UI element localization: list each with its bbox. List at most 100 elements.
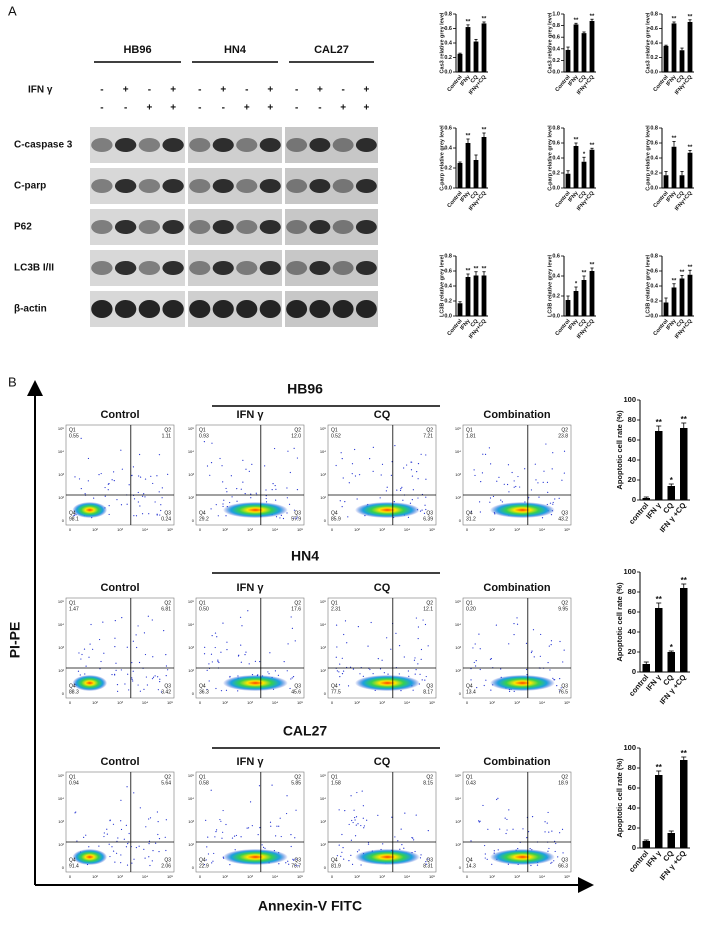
event-dot — [534, 463, 536, 465]
event-dot — [528, 496, 530, 498]
y-axis-label: Apoptotic cell rate (%) — [615, 758, 624, 838]
event-dot — [262, 846, 265, 849]
event-dot — [100, 472, 102, 475]
event-dot — [548, 831, 550, 833]
blot-band — [189, 261, 211, 275]
significance: ** — [681, 415, 688, 424]
event-dot — [499, 828, 501, 830]
bar — [581, 161, 587, 188]
event-dot — [211, 442, 213, 444]
event-dot — [525, 668, 528, 671]
y-tick-label: 0.6 — [552, 253, 560, 259]
y-tick-label: 10⁵ — [320, 773, 326, 778]
quadrant-value: 45.6 — [291, 689, 301, 695]
event-dot — [152, 656, 154, 658]
event-dot — [410, 469, 413, 471]
event-dot — [160, 509, 162, 512]
event-dot — [383, 672, 385, 674]
event-dot — [356, 851, 359, 853]
event-dot — [420, 658, 422, 660]
event-dot — [369, 668, 371, 671]
event-dot — [206, 846, 208, 848]
event-dot — [276, 825, 278, 827]
event-dot — [120, 828, 123, 831]
event-dot — [512, 828, 514, 830]
x-tick-label: IFN γ — [644, 848, 663, 868]
event-dot — [136, 646, 138, 649]
y-tick-label: 0 — [459, 691, 462, 696]
y-tick-label: 10³ — [188, 472, 194, 477]
event-dot — [551, 861, 553, 863]
quadrant-value: 5.64 — [161, 780, 171, 786]
quadrant-value: 0.93 — [199, 433, 209, 439]
blot-band — [286, 261, 308, 275]
event-dot — [420, 453, 422, 455]
event-dot — [516, 623, 519, 625]
event-dot — [265, 501, 268, 503]
quadrant-value: 0.50 — [199, 606, 209, 612]
cell-line-label: HB96 — [123, 44, 151, 56]
event-dot — [294, 837, 296, 839]
x-tick-label: 0 — [331, 874, 334, 879]
event-dot — [350, 854, 352, 857]
event-dot — [137, 684, 139, 686]
quadrant-value: 77.5 — [331, 689, 341, 695]
event-dot — [206, 669, 208, 671]
event-dot — [120, 799, 122, 801]
quadrant-value: 0.20 — [466, 606, 476, 612]
y-tick-label: 0.0 — [552, 185, 560, 191]
y-tick-label: 10⁴ — [320, 622, 326, 627]
y-tick-label: 10⁵ — [455, 426, 461, 431]
event-dot — [339, 676, 341, 678]
event-dot — [104, 486, 106, 489]
event-dot — [540, 633, 542, 636]
event-dot — [242, 481, 244, 483]
event-dot — [222, 481, 224, 483]
y-axis-label: C-parp relative grey level — [439, 125, 445, 191]
event-dot — [138, 661, 141, 664]
bar — [589, 149, 595, 188]
bar — [667, 833, 675, 848]
y-tick-label: 0.0 — [650, 185, 658, 191]
event-dot — [211, 661, 213, 663]
bar — [457, 163, 463, 188]
blot-band — [332, 300, 354, 318]
y-tick-label: 40 — [628, 803, 636, 812]
y-tick-label: 80 — [628, 587, 636, 596]
event-dot — [382, 843, 384, 845]
density-cloud — [355, 675, 420, 691]
event-dot — [103, 652, 105, 654]
event-dot — [547, 850, 549, 852]
event-dot — [549, 502, 552, 504]
event-dot — [408, 675, 410, 677]
event-dot — [341, 833, 343, 836]
quadrant-name: Q3 — [561, 510, 568, 516]
event-dot — [412, 689, 414, 691]
event-dot — [355, 824, 357, 826]
event-dot — [165, 665, 168, 667]
y-tick-label: 10⁵ — [58, 426, 64, 431]
y-tick-label: 10⁴ — [320, 449, 326, 454]
event-dot — [550, 514, 553, 516]
event-dot — [286, 512, 288, 514]
quadrant-name: Q2 — [426, 600, 433, 606]
event-dot — [354, 448, 356, 451]
y-tick-label: 10⁴ — [188, 796, 194, 801]
event-dot — [239, 616, 242, 618]
quadrant-name: Q2 — [561, 427, 568, 433]
event-dot — [120, 862, 122, 864]
x-tick-label: CQ — [676, 190, 686, 201]
blot-band — [91, 261, 113, 275]
event-dot — [554, 679, 556, 681]
x-tick-label: 10² — [489, 700, 495, 705]
y-tick-label: 0.0 — [650, 313, 658, 319]
event-dot — [481, 472, 484, 474]
event-dot — [381, 463, 384, 465]
significance: ** — [680, 270, 685, 276]
treatment-label: IFN γ — [28, 85, 53, 96]
event-dot — [470, 511, 472, 513]
event-dot — [135, 634, 137, 636]
y-tick-label: 0.8 — [650, 11, 658, 17]
event-dot — [544, 821, 546, 823]
event-dot — [484, 853, 486, 855]
